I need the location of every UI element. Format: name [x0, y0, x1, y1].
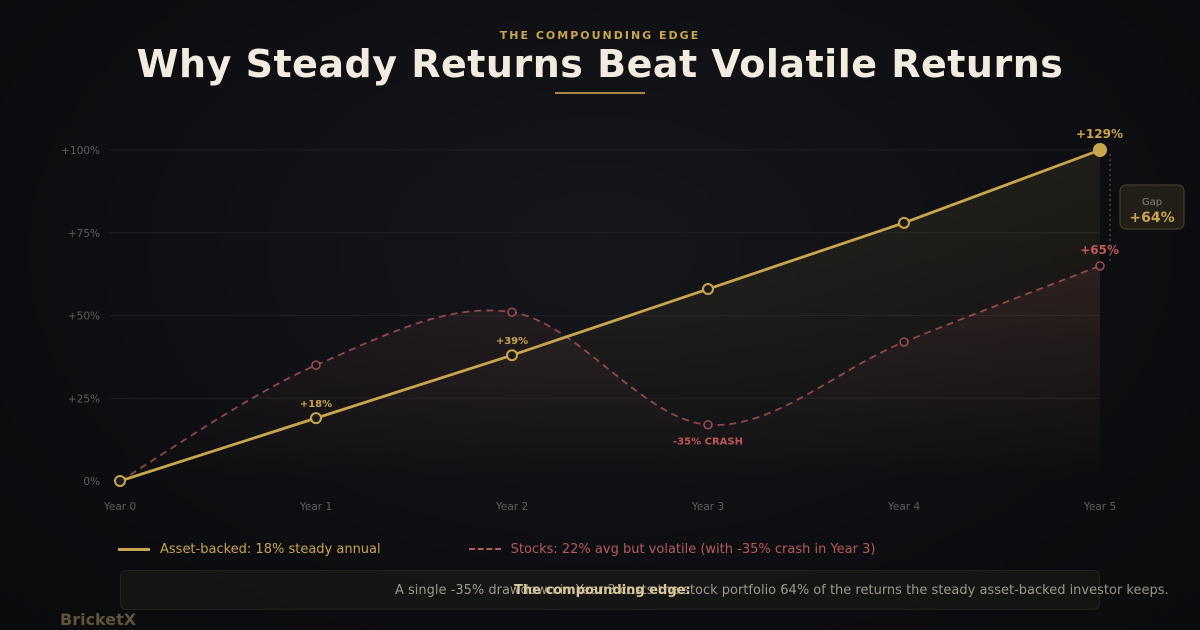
series-line-stocks [119, 265, 1101, 482]
point-asset-backed [1093, 143, 1107, 157]
legend-swatch-solid [118, 547, 150, 551]
point-asset-backed [506, 349, 518, 362]
point-stocks [1095, 261, 1105, 271]
legend-item-stocks: Stocks: 22% avg but volatile (with -35% … [468, 541, 876, 557]
gap-badge [1119, 184, 1185, 230]
eyebrow-label: THE COMPOUNDING EDGE [499, 29, 701, 42]
insight-box [120, 570, 1100, 610]
insight-lead: The compounding edge: [514, 583, 691, 598]
point-stocks [703, 419, 713, 430]
data-label-asset-backed: +18% [300, 399, 332, 410]
x-tick-label: Year 5 [1083, 501, 1116, 513]
y-tick-label: +75% [68, 228, 100, 240]
data-label-asset-backed: +129% [1076, 127, 1123, 141]
point-asset-backed [702, 283, 714, 296]
gap-badge-value: +64% [1129, 210, 1174, 226]
brand-logo-text: BricketX [60, 610, 137, 629]
y-tick-label: +25% [68, 393, 100, 405]
point-stocks [899, 337, 909, 347]
area-stocks [120, 265, 1100, 481]
point-stocks [311, 360, 321, 370]
x-tick-label: Year 3 [691, 501, 724, 513]
legend-item-asset-backed: Asset-backed: 18% steady annual [118, 542, 381, 557]
x-tick-label: Year 0 [103, 501, 136, 513]
legend-label-stocks: Stocks: 22% avg but volatile (with -35% … [510, 541, 876, 557]
chart-title: Why Steady Returns Beat Volatile Returns [136, 42, 1064, 86]
x-tick-label: Year 2 [495, 501, 528, 513]
y-tick-label: 0% [83, 476, 100, 488]
y-tick-label: +100% [61, 145, 100, 157]
legend-swatch-dashed [468, 548, 501, 550]
title-underline [555, 92, 645, 94]
data-label-stocks: +65% [1080, 243, 1119, 257]
point-asset-backed [898, 216, 910, 229]
gap-badge-label: Gap [1142, 197, 1162, 208]
point-asset-backed [310, 412, 322, 425]
series-line-asset-backed [119, 148, 1101, 483]
point-stocks [507, 307, 517, 317]
point-asset-backed [114, 475, 126, 487]
x-tick-label: Year 4 [887, 501, 921, 513]
data-label-asset-backed: +39% [496, 336, 528, 347]
data-label-stocks: -35% CRASH [673, 437, 743, 448]
y-tick-label: +50% [68, 311, 100, 323]
legend-label-asset-backed: Asset-backed: 18% steady annual [160, 541, 381, 557]
chart-legend: Asset-backed: 18% steady annual Stocks: … [118, 540, 963, 558]
insight-body: A single -35% drawdown in Year 3 costs t… [395, 583, 1169, 598]
x-tick-label: Year 1 [299, 501, 332, 513]
